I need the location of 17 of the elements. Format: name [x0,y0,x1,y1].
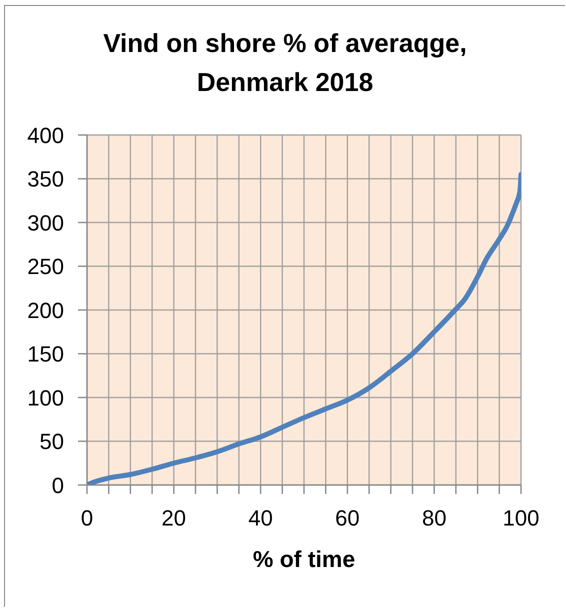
x-tick-label: 0 [80,506,94,531]
y-tick-label: 100 [27,385,64,410]
y-tick-label: 150 [27,342,64,367]
x-tick-label: 60 [335,506,360,531]
x-tick-label: 80 [422,506,446,531]
y-tick-label: 400 [27,122,64,148]
y-tick-label: 250 [27,254,64,280]
x-tick-label: 20 [162,506,186,531]
x-tick-label: 100 [502,506,540,531]
y-tick-label: 0 [52,472,64,498]
chart-title: Vind on shore % of averaqge, Denmark 2018 [102,27,468,99]
y-tick-label: 350 [27,166,64,192]
x-tick-label: 40 [248,506,273,531]
y-tick-label: 200 [27,298,64,323]
y-tick-label: 300 [27,210,64,236]
x-axis-title: % of time [252,545,356,573]
y-tick-label: 50 [40,429,64,454]
